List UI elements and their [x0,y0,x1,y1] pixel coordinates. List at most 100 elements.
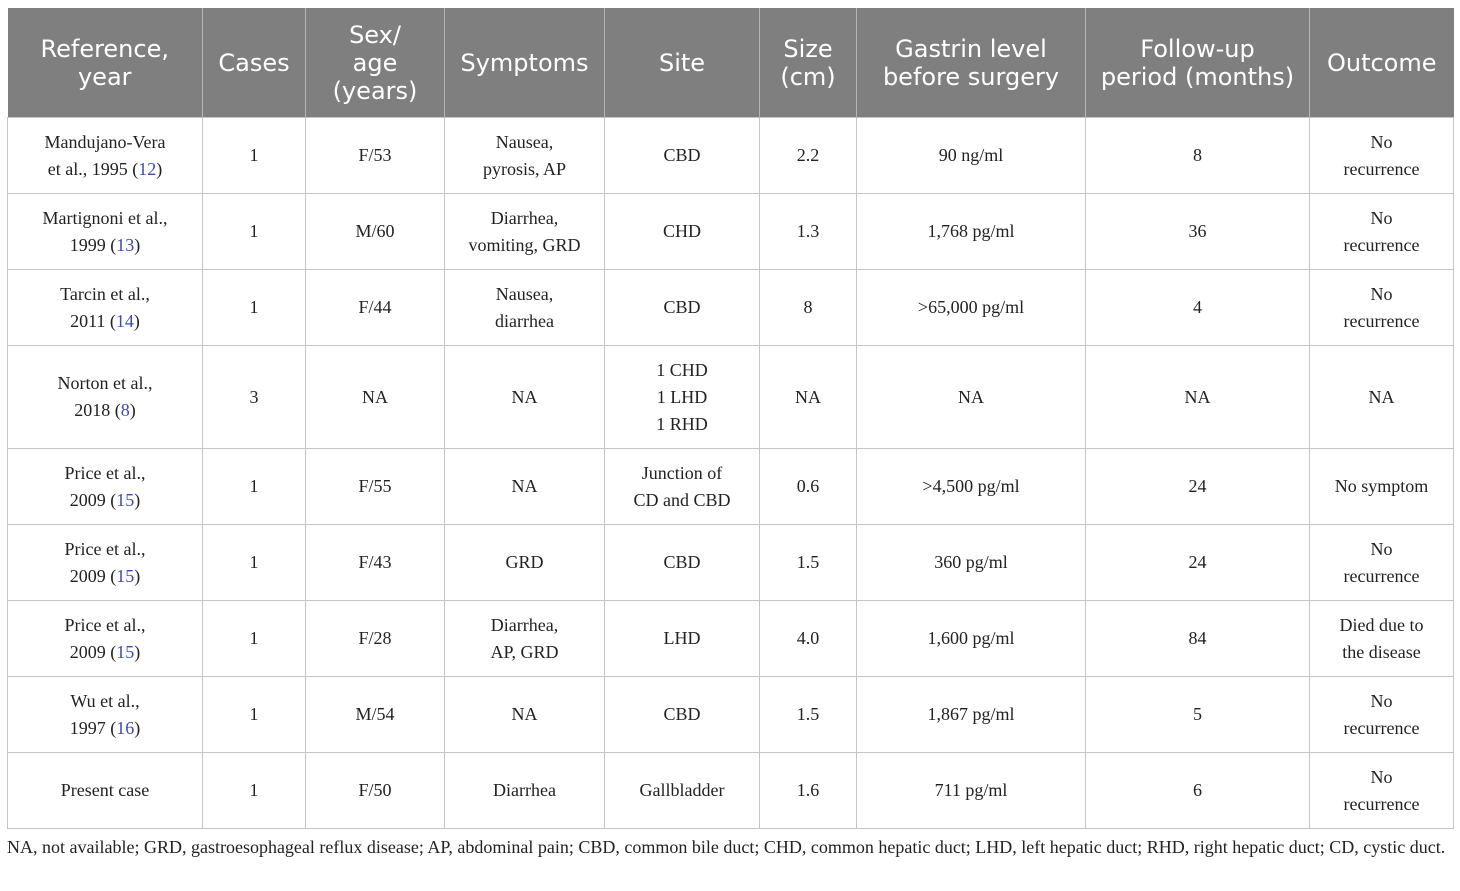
cell-follow-up: 84 [1085,600,1310,677]
cell-symptoms: Diarrhea, vomiting, GRD [444,193,605,270]
reference-text: Price et al., 2009 ( [64,538,146,586]
header-gastrin-level: Gastrin level before surgery [856,8,1086,118]
table-row: Tarcin et al., 2011 (14) 1 F/44 Nausea, … [7,269,1454,346]
header-follow-up: Follow-up period (months) [1085,8,1310,118]
reference-close: ) [133,310,140,331]
cell-cases: 3 [202,345,306,449]
table-row: Price et al., 2009 (15) 1 F/55 NA Juncti… [7,448,1454,525]
reference-text: Norton et al., 2018 ( [57,373,153,420]
reference-close: ) [129,400,136,420]
cell-cases: 1 [202,269,306,346]
reference-link[interactable]: 15 [116,641,135,662]
table-row: Price et al., 2009 (15) 1 F/28 Diarrhea,… [7,600,1454,677]
reference-text: Martignoni et al., 1999 ( [42,207,168,255]
cell-symptoms: Nausea, pyrosis, AP [444,117,605,194]
reference-close: ) [156,158,163,179]
reference-link[interactable]: 14 [115,310,134,331]
cell-outcome: No recurrence [1309,752,1454,829]
cell-reference: Martignoni et al., 1999 (13) [7,193,203,270]
cell-size: 4.0 [759,600,857,677]
table-row: Price et al., 2009 (15) 1 F/43 GRD CBD 1… [7,524,1454,601]
reference-link[interactable]: 12 [138,158,157,179]
reference-text: Mandujano-Vera et al., 1995 ( [44,131,166,179]
header-outcome: Outcome [1309,8,1454,118]
cell-sex-age: F/53 [305,117,445,194]
cell-symptoms: Nausea, diarrhea [444,269,605,346]
reference-close: ) [134,565,141,586]
reference-text: Present case [60,780,150,800]
cell-outcome: No recurrence [1309,193,1454,270]
cell-reference: Present case [7,752,203,829]
reference-close: ) [134,641,141,662]
table-row: Mandujano-Vera et al., 1995 (12) 1 F/53 … [7,117,1454,194]
table-row: Wu et al., 1997 (16) 1 M/54 NA CBD 1.5 1… [7,676,1454,753]
cell-reference: Price et al., 2009 (15) [7,600,203,677]
cell-follow-up: 4 [1085,269,1310,346]
cell-cases: 1 [202,600,306,677]
reference-text: Price et al., 2009 ( [64,462,146,510]
reference-close: ) [134,234,141,255]
cell-gastrin: >65,000 pg/ml [856,269,1086,346]
table-container: Reference, year Cases Sex/ age (years) S… [7,8,1454,829]
reference-text: Tarcin et al., 2011 ( [60,283,150,331]
cell-site: 1 CHD 1 LHD 1 RHD [604,345,760,449]
cell-size: 1.3 [759,193,857,270]
cell-site: Junction of CD and CBD [604,448,760,525]
header-site: Site [604,8,760,118]
cell-follow-up: 24 [1085,524,1310,601]
cell-gastrin: 1,600 pg/ml [856,600,1086,677]
cell-size: 1.5 [759,676,857,753]
cell-gastrin: 1,867 pg/ml [856,676,1086,753]
cell-follow-up: 8 [1085,117,1310,194]
cell-site: LHD [604,600,760,677]
reference-link[interactable]: 13 [116,234,135,255]
cell-sex-age: M/60 [305,193,445,270]
reference-link[interactable]: 15 [116,489,135,510]
cell-sex-age: F/28 [305,600,445,677]
cell-cases: 1 [202,524,306,601]
cell-size: 1.6 [759,752,857,829]
reference-link[interactable]: 15 [116,565,135,586]
cell-symptoms: Diarrhea, AP, GRD [444,600,605,677]
table-row: Present case 1 F/50 Diarrhea Gallbladder… [7,752,1454,829]
cell-sex-age: F/44 [305,269,445,346]
cell-sex-age: NA [305,345,445,449]
reference-close: ) [134,489,141,510]
table-footnote: NA, not available; GRD, gastroesophageal… [7,837,1446,857]
cell-follow-up: NA [1085,345,1310,449]
header-symptoms: Symptoms [444,8,605,118]
cell-outcome: No symptom [1309,448,1454,525]
cell-sex-age: F/43 [305,524,445,601]
table-row: Martignoni et al., 1999 (13) 1 M/60 Diar… [7,193,1454,270]
cell-outcome: No recurrence [1309,269,1454,346]
cell-reference: Price et al., 2009 (15) [7,448,203,525]
cell-symptoms: NA [444,345,605,449]
reference-link[interactable]: 8 [120,400,130,420]
header-cases: Cases [202,8,306,118]
cell-symptoms: NA [444,448,605,525]
header-row: Reference, year Cases Sex/ age (years) S… [7,8,1454,118]
cell-size: 2.2 [759,117,857,194]
header-reference-year: Reference, year [7,8,203,118]
cell-follow-up: 6 [1085,752,1310,829]
cell-outcome: No recurrence [1309,524,1454,601]
cell-size: 1.5 [759,524,857,601]
cell-sex-age: F/55 [305,448,445,525]
cell-outcome: No recurrence [1309,117,1454,194]
case-reports-table: Reference, year Cases Sex/ age (years) S… [7,8,1454,829]
cell-reference: Mandujano-Vera et al., 1995 (12) [7,117,203,194]
cell-reference: Norton et al., 2018 (8) [7,345,203,449]
cell-reference: Tarcin et al., 2011 (14) [7,269,203,346]
cell-follow-up: 36 [1085,193,1310,270]
table-row: Norton et al., 2018 (8) 3 NA NA 1 CHD 1 … [7,345,1454,449]
cell-site: CHD [604,193,760,270]
cell-gastrin: 1,768 pg/ml [856,193,1086,270]
header-size: Size (cm) [759,8,857,118]
cell-sex-age: M/54 [305,676,445,753]
cell-size: 0.6 [759,448,857,525]
reference-text: Price et al., 2009 ( [64,614,146,662]
cell-site: CBD [604,676,760,753]
cell-cases: 1 [202,752,306,829]
reference-close: ) [134,717,141,738]
reference-link[interactable]: 16 [116,717,135,738]
